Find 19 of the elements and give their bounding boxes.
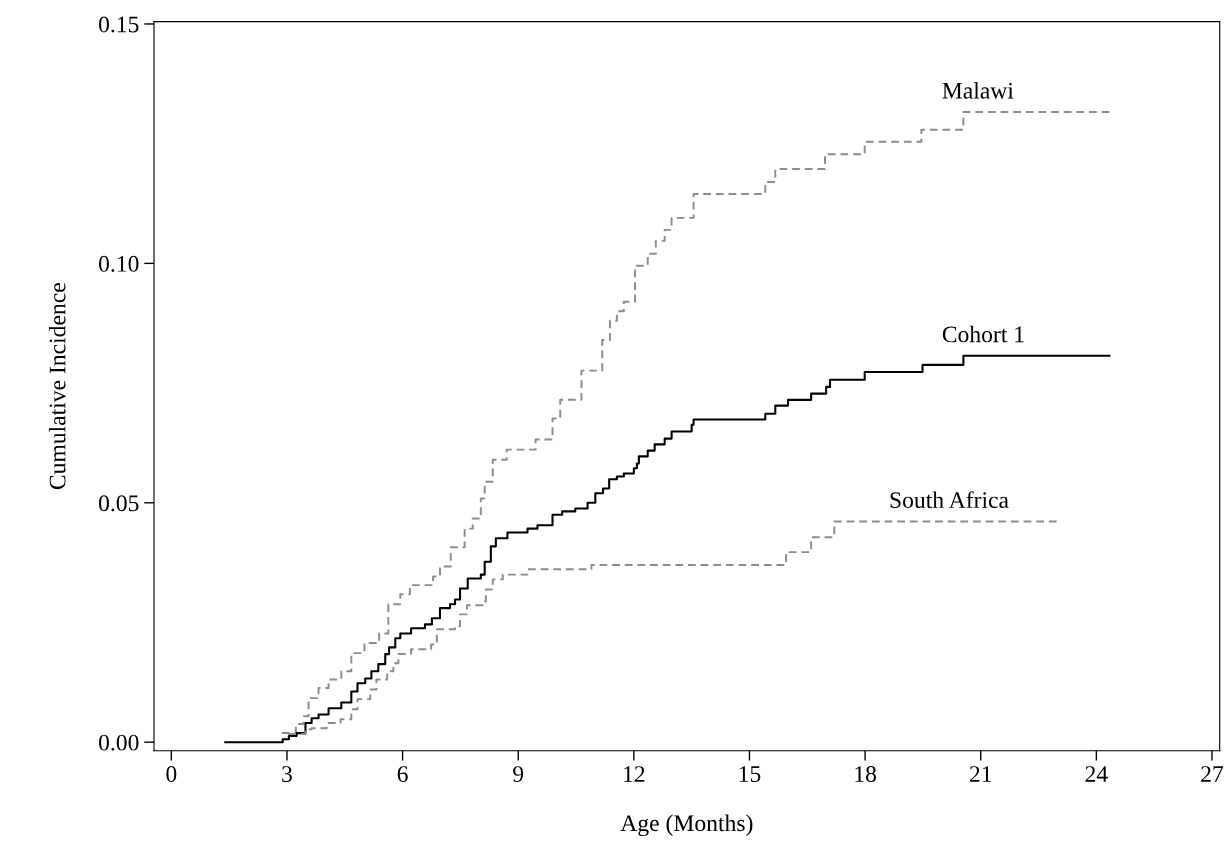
- y-axis-title: Cumulative Incidence: [48, 283, 66, 490]
- x-tick-label: 27: [1201, 766, 1224, 782]
- x-tick-label: 21: [969, 766, 992, 782]
- series-label: Cohort 1: [942, 325, 1024, 343]
- series-label: Malawi: [942, 82, 1014, 99]
- series-label: South Africa: [890, 491, 1009, 509]
- x-tick-label: 9: [513, 766, 524, 783]
- y-tick-label: 0.00: [99, 734, 139, 751]
- y-tick-label: 0.05: [99, 495, 139, 512]
- x-axis-title: Age (Months): [620, 814, 753, 837]
- y-tick-label: 0.15: [99, 16, 139, 33]
- x-tick-label: 12: [624, 766, 645, 782]
- x-tick-label: 24: [1085, 766, 1108, 782]
- x-tick-label: 3: [282, 766, 292, 783]
- x-tick-label: 18: [855, 766, 876, 783]
- x-tick-label: 0: [166, 766, 177, 783]
- x-tick-label: 6: [397, 766, 408, 783]
- x-tick-label: 15: [739, 766, 761, 783]
- y-tick-label: 0.10: [99, 255, 139, 272]
